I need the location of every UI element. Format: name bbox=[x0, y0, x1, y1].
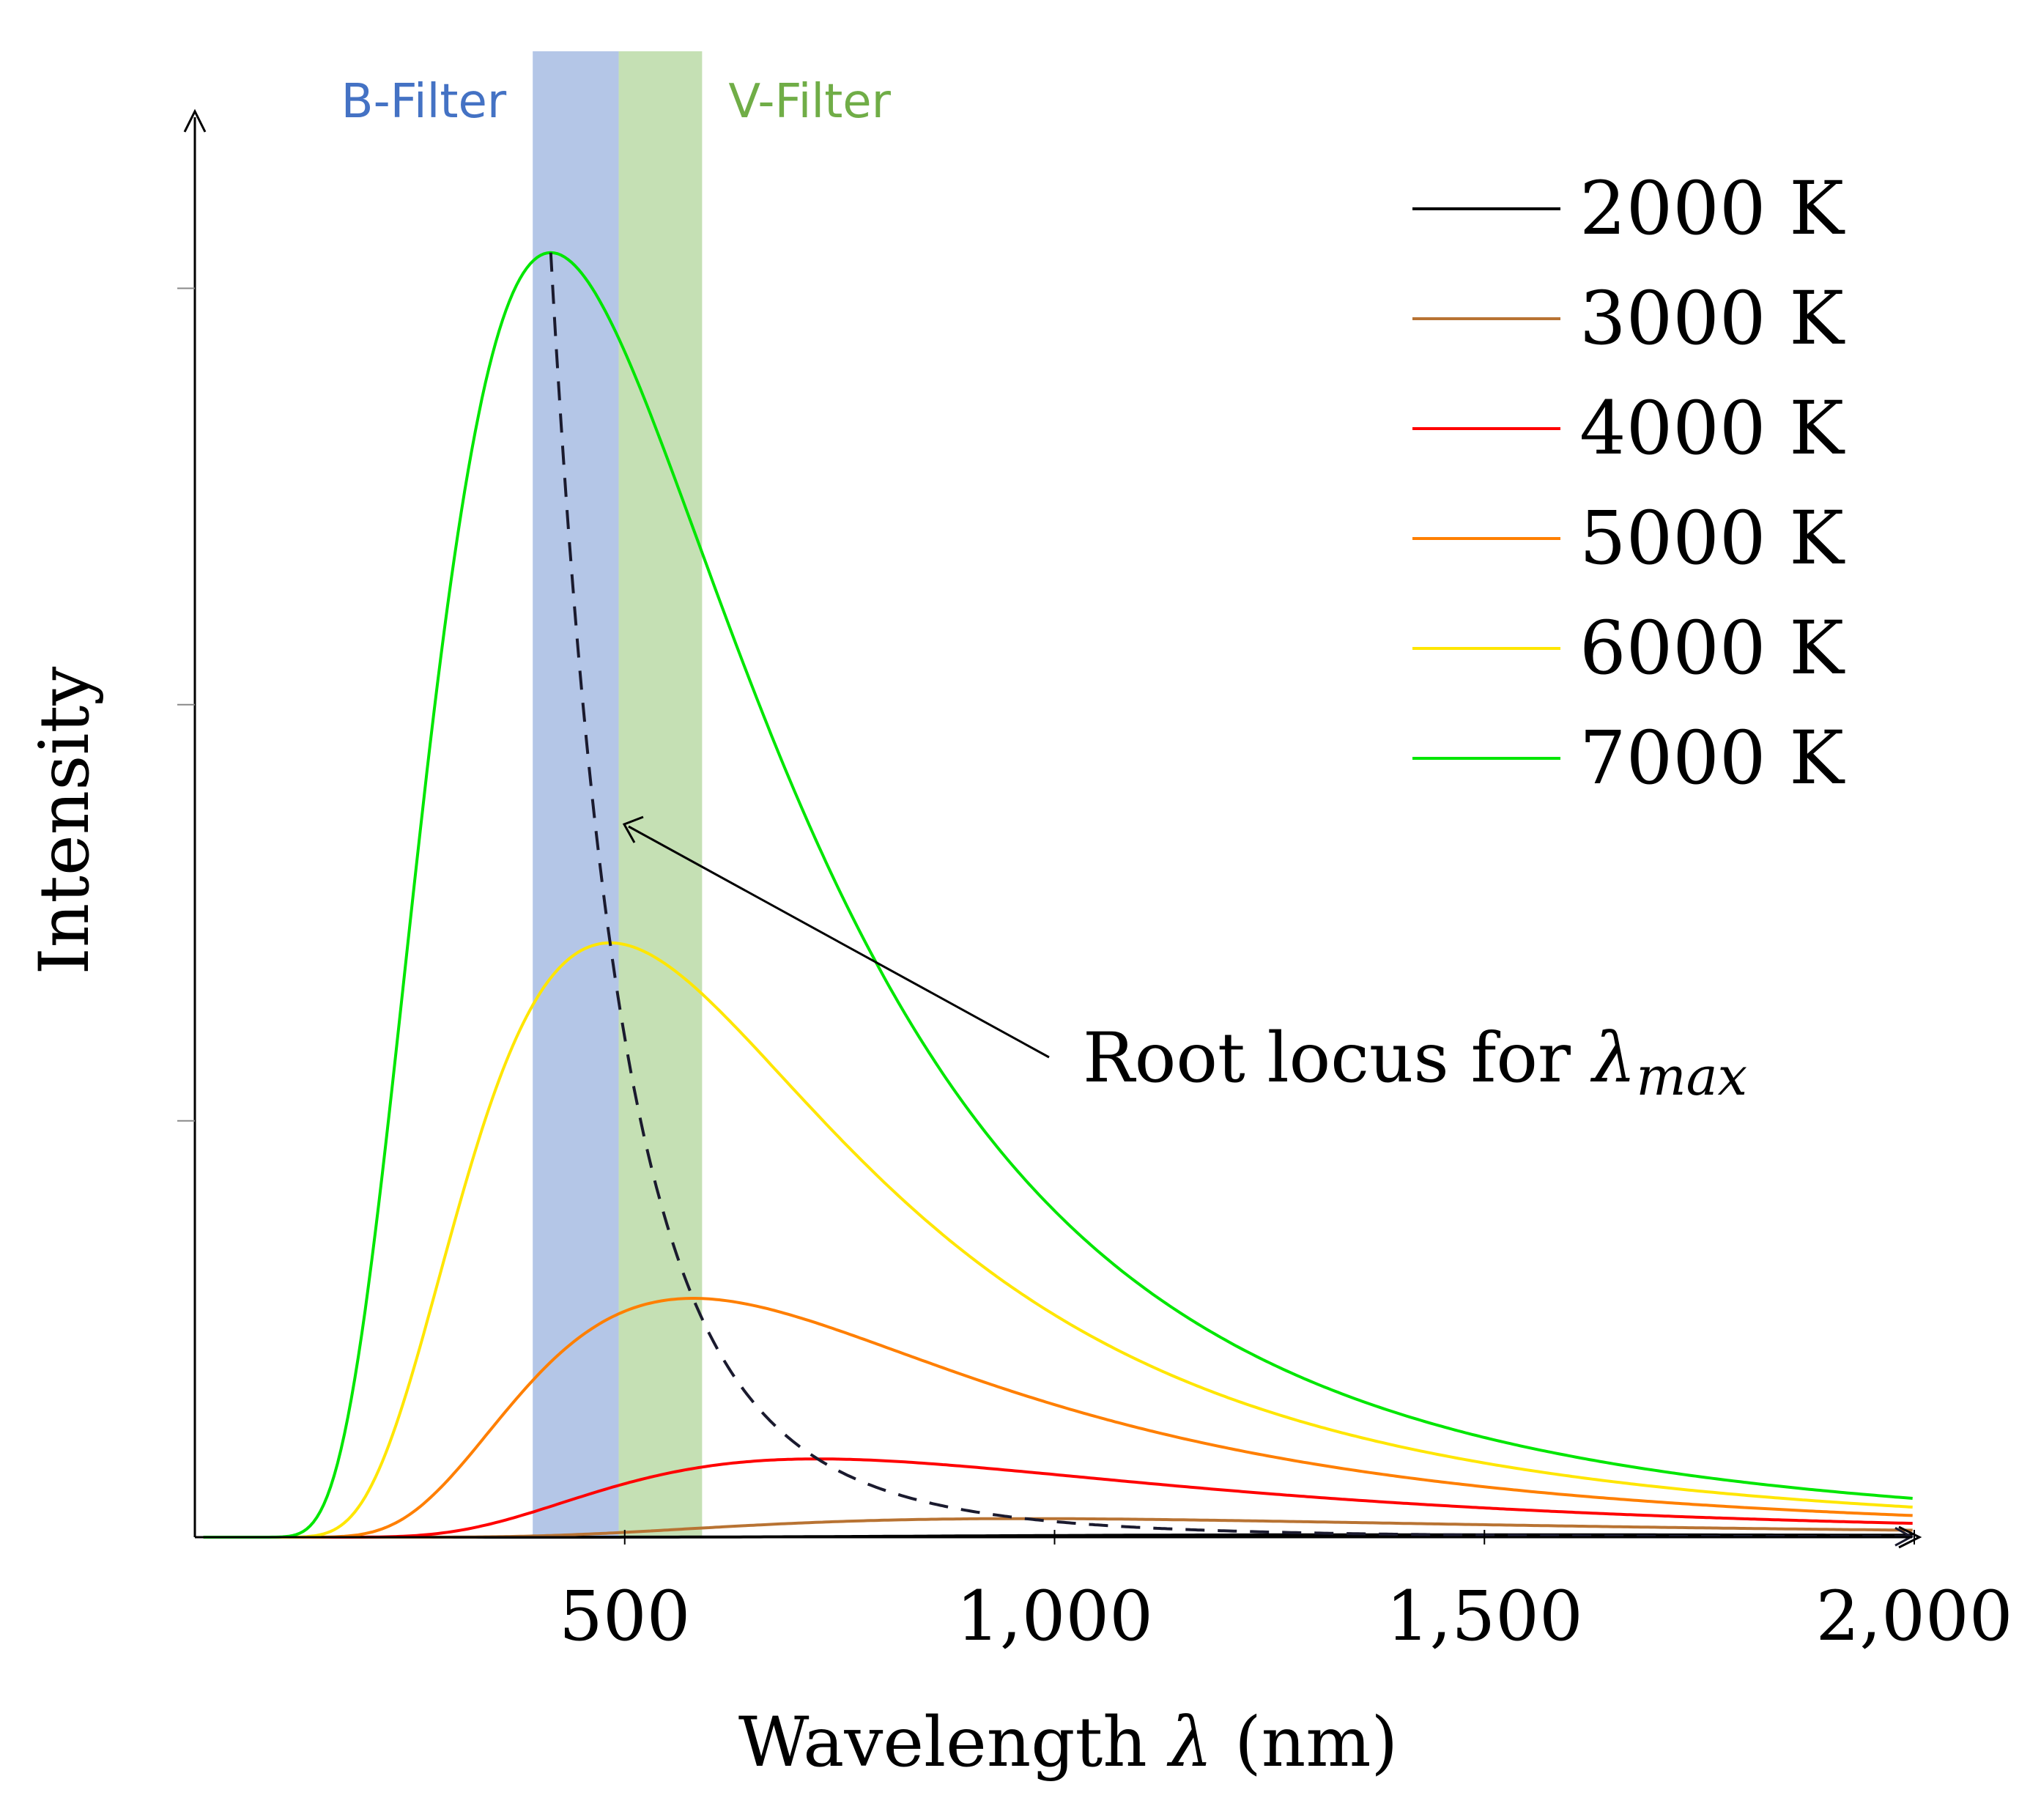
x-axis-label-prefix: Wavelength bbox=[738, 1703, 1169, 1783]
x-ticks: 500 1,000 1,500 2,000 bbox=[559, 1530, 2013, 1657]
filter-band-label-b-filter: B-Filter bbox=[341, 75, 507, 129]
legend-item-4000k: 4000 K bbox=[1412, 385, 1845, 471]
annotation-text: Root locus for λmax bbox=[1083, 1018, 1747, 1107]
x-tick-label: 1,500 bbox=[1386, 1577, 1583, 1657]
annotation-subscript: max bbox=[1636, 1046, 1747, 1107]
legend-label: 3000 K bbox=[1579, 275, 1845, 361]
y-axis-arrowhead bbox=[183, 108, 207, 133]
legend-item-7000k: 7000 K bbox=[1412, 715, 1845, 801]
y-ticks bbox=[177, 287, 195, 1122]
legend-item-2000k: 2000 K bbox=[1412, 166, 1845, 251]
filter-bands bbox=[533, 51, 703, 1537]
axes bbox=[183, 108, 1922, 1549]
filter-band-b-filter bbox=[533, 51, 619, 1537]
x-tick-label: 2,000 bbox=[1815, 1577, 2012, 1657]
legend-item-3000k: 3000 K bbox=[1412, 275, 1845, 361]
legend-item-5000k: 5000 K bbox=[1412, 495, 1845, 581]
legend: 2000 K 3000 K 4000 K 5000 K 6000 K 7000 K bbox=[1412, 166, 1845, 801]
legend-label: 2000 K bbox=[1579, 166, 1845, 251]
annotation-symbol: λ bbox=[1590, 1018, 1637, 1098]
annotation-text-prefix: Root locus for bbox=[1083, 1018, 1593, 1098]
filter-band-v-filter bbox=[618, 51, 703, 1537]
x-axis-arrowhead bbox=[1898, 1525, 1922, 1549]
x-axis-label: Wavelength λ (nm) bbox=[738, 1703, 1398, 1783]
annotation-arrowhead bbox=[622, 815, 644, 843]
curve-5000k bbox=[203, 1297, 1913, 1539]
curve-7000k bbox=[203, 251, 1913, 1539]
filter-band-label-v-filter: V-Filter bbox=[728, 75, 891, 129]
curve-4000k bbox=[203, 1457, 1913, 1539]
x-tick-label: 500 bbox=[559, 1577, 690, 1657]
y-axis-label: Intensity bbox=[25, 667, 105, 975]
legend-label: 6000 K bbox=[1579, 605, 1845, 691]
legend-item-6000k: 6000 K bbox=[1412, 605, 1845, 691]
x-axis-label-suffix: (nm) bbox=[1212, 1703, 1398, 1783]
x-axis-label-symbol: λ bbox=[1166, 1703, 1213, 1783]
legend-label: 7000 K bbox=[1579, 715, 1845, 801]
legend-label: 4000 K bbox=[1579, 385, 1845, 471]
filter-band-labels: B-Filter V-Filter bbox=[341, 75, 892, 129]
legend-label: 5000 K bbox=[1579, 495, 1845, 581]
annotation-arrow-line bbox=[628, 825, 1050, 1059]
curve-6000k bbox=[203, 941, 1913, 1539]
x-tick-label: 1,000 bbox=[956, 1577, 1153, 1657]
root-locus-annotation: Root locus for λmax bbox=[622, 815, 1747, 1107]
